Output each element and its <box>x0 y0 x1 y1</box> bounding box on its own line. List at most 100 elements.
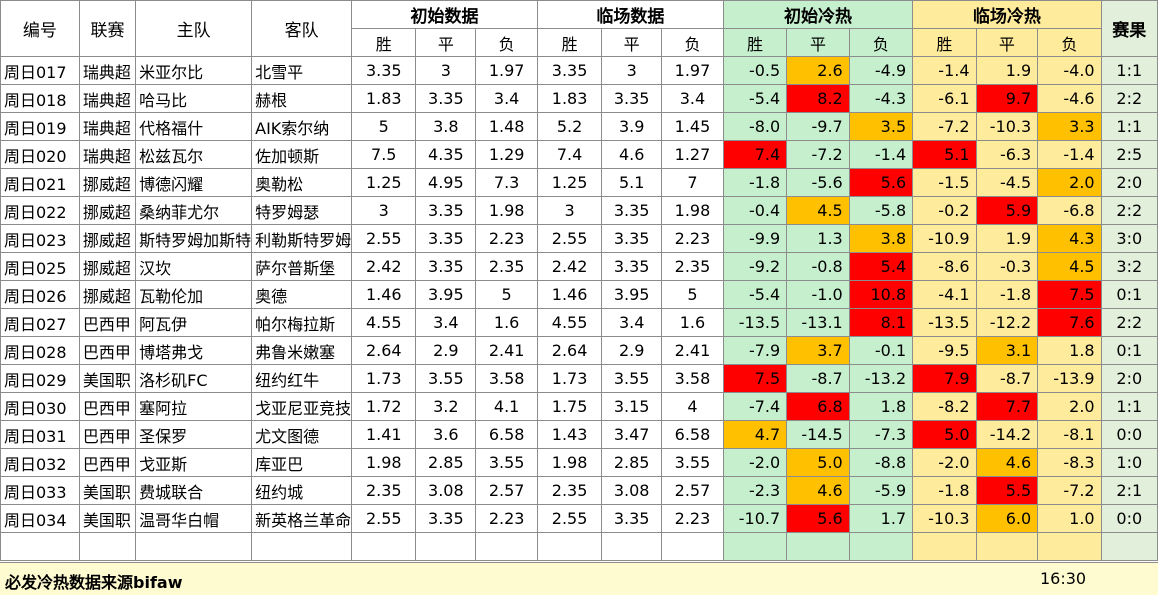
away-team[interactable]: 新英格兰革命 <box>251 504 353 533</box>
init-odds-loss[interactable]: 2.23 <box>475 504 538 533</box>
live-odds-draw[interactable]: 3.4 <box>601 308 663 337</box>
sub-header-init-loss[interactable]: 负 <box>475 28 538 57</box>
live-odds-win[interactable]: 1.25 <box>536 168 603 197</box>
sub-header-iheat-draw[interactable]: 平 <box>786 28 850 57</box>
match-result[interactable]: 0:1 <box>1100 280 1158 309</box>
live-odds-win[interactable]: 3.35 <box>536 56 603 85</box>
init-heat-draw[interactable]: 5.6 <box>786 504 850 533</box>
live-odds-loss[interactable]: 7 <box>661 168 724 197</box>
init-heat-loss[interactable]: 10.8 <box>848 280 914 309</box>
match-result[interactable]: 0:0 <box>1100 420 1158 449</box>
init-heat-loss[interactable]: -13.2 <box>848 364 914 393</box>
init-odds-loss[interactable]: 1.29 <box>475 140 538 169</box>
live-heat-draw[interactable]: 5.5 <box>975 476 1039 505</box>
live-odds-draw[interactable]: 3.35 <box>601 84 663 113</box>
empty-cell[interactable] <box>975 532 1039 561</box>
match-result[interactable]: 2:1 <box>1100 476 1158 505</box>
match-result[interactable]: 1:1 <box>1100 392 1158 421</box>
live-heat-loss[interactable]: -7.2 <box>1037 476 1102 505</box>
init-heat-loss[interactable]: -4.3 <box>848 84 914 113</box>
init-odds-loss[interactable]: 3.55 <box>475 448 538 477</box>
init-heat-loss[interactable]: 1.8 <box>848 392 914 421</box>
league[interactable]: 巴西甲 <box>78 392 137 421</box>
home-team[interactable]: 圣保罗 <box>135 420 253 449</box>
init-odds-loss[interactable]: 3.58 <box>475 364 538 393</box>
init-heat-draw[interactable]: -5.6 <box>786 168 850 197</box>
init-odds-draw[interactable]: 3.95 <box>415 280 477 309</box>
live-odds-loss[interactable]: 6.58 <box>661 420 724 449</box>
init-heat-win[interactable]: -7.9 <box>722 336 788 365</box>
match-id[interactable]: 周日021 <box>0 168 80 197</box>
away-team[interactable]: 北雪平 <box>251 56 353 85</box>
init-odds-draw[interactable]: 3.6 <box>415 420 477 449</box>
init-odds-draw[interactable]: 4.35 <box>415 140 477 169</box>
group-header-live-heat[interactable]: 临场冷热 <box>912 0 1102 29</box>
home-team[interactable]: 桑纳菲尤尔 <box>135 196 253 225</box>
live-heat-win[interactable]: -1.8 <box>912 476 977 505</box>
init-heat-loss[interactable]: -8.8 <box>848 448 914 477</box>
init-heat-win[interactable]: -2.3 <box>722 476 788 505</box>
init-heat-loss[interactable]: 8.1 <box>848 308 914 337</box>
empty-cell[interactable] <box>601 532 663 561</box>
init-odds-loss[interactable]: 1.97 <box>475 56 538 85</box>
sub-header-init-win[interactable]: 胜 <box>351 28 417 57</box>
live-odds-draw[interactable]: 3.95 <box>601 280 663 309</box>
init-heat-draw[interactable]: 1.3 <box>786 224 850 253</box>
init-heat-loss[interactable]: -5.9 <box>848 476 914 505</box>
init-odds-win[interactable]: 1.98 <box>351 448 417 477</box>
init-odds-win[interactable]: 2.55 <box>351 504 417 533</box>
init-odds-loss[interactable]: 7.3 <box>475 168 538 197</box>
init-odds-win[interactable]: 1.72 <box>351 392 417 421</box>
league[interactable]: 巴西甲 <box>78 308 137 337</box>
init-heat-loss[interactable]: 3.5 <box>848 112 914 141</box>
init-heat-draw[interactable]: 4.6 <box>786 476 850 505</box>
match-id[interactable]: 周日025 <box>0 252 80 281</box>
live-heat-draw[interactable]: -1.8 <box>975 280 1039 309</box>
match-id[interactable]: 周日026 <box>0 280 80 309</box>
init-odds-loss[interactable]: 1.6 <box>475 308 538 337</box>
league[interactable]: 挪威超 <box>78 224 137 253</box>
live-heat-loss[interactable]: -4.0 <box>1037 56 1102 85</box>
init-heat-draw[interactable]: 4.5 <box>786 196 850 225</box>
empty-cell[interactable] <box>78 532 137 561</box>
home-team[interactable]: 松兹瓦尔 <box>135 140 253 169</box>
live-heat-win[interactable]: 5.1 <box>912 140 977 169</box>
init-heat-win[interactable]: 4.7 <box>722 420 788 449</box>
init-odds-win[interactable]: 2.42 <box>351 252 417 281</box>
live-heat-win[interactable]: -13.5 <box>912 308 977 337</box>
home-team[interactable]: 代格福什 <box>135 112 253 141</box>
live-heat-loss[interactable]: 4.5 <box>1037 252 1102 281</box>
live-odds-win[interactable]: 3 <box>536 196 603 225</box>
init-odds-loss[interactable]: 3.4 <box>475 84 538 113</box>
live-heat-loss[interactable]: -1.4 <box>1037 140 1102 169</box>
init-odds-loss[interactable]: 5 <box>475 280 538 309</box>
live-odds-loss[interactable]: 5 <box>661 280 724 309</box>
live-odds-win[interactable]: 1.73 <box>536 364 603 393</box>
home-team[interactable]: 博德闪耀 <box>135 168 253 197</box>
match-result[interactable]: 0:0 <box>1100 504 1158 533</box>
init-odds-draw[interactable]: 2.9 <box>415 336 477 365</box>
home-team[interactable]: 洛杉矶FC <box>135 364 253 393</box>
live-heat-win[interactable]: -1.4 <box>912 56 977 85</box>
live-odds-loss[interactable]: 4 <box>661 392 724 421</box>
home-team[interactable]: 塞阿拉 <box>135 392 253 421</box>
init-heat-win[interactable]: -7.4 <box>722 392 788 421</box>
live-heat-loss[interactable]: 2.0 <box>1037 168 1102 197</box>
home-team[interactable]: 温哥华白帽 <box>135 504 253 533</box>
league[interactable]: 美国职 <box>78 504 137 533</box>
empty-cell[interactable] <box>1037 532 1102 561</box>
live-odds-loss[interactable]: 1.6 <box>661 308 724 337</box>
home-team[interactable]: 博塔弗戈 <box>135 336 253 365</box>
empty-cell[interactable] <box>912 532 977 561</box>
col-header-id[interactable]: 编号 <box>0 0 80 57</box>
table-row[interactable]: 周日026 挪威超 瓦勒伦加 奥德 1.46 3.95 5 1.46 3.95 5 -5.4 -1.0… <box>0 280 1158 309</box>
live-heat-draw[interactable]: 7.7 <box>975 392 1039 421</box>
home-team[interactable]: 戈亚斯 <box>135 448 253 477</box>
live-odds-win[interactable]: 1.83 <box>536 84 603 113</box>
away-team[interactable]: 赫根 <box>251 84 353 113</box>
league[interactable]: 美国职 <box>78 364 137 393</box>
table-row[interactable]: 周日020 瑞典超 松兹瓦尔 佐加顿斯 7.5 4.35 1.29 7.4 4.6 1.27 7.4… <box>0 140 1158 169</box>
league[interactable]: 瑞典超 <box>78 112 137 141</box>
empty-cell[interactable] <box>351 532 417 561</box>
live-heat-loss[interactable]: 1.8 <box>1037 336 1102 365</box>
